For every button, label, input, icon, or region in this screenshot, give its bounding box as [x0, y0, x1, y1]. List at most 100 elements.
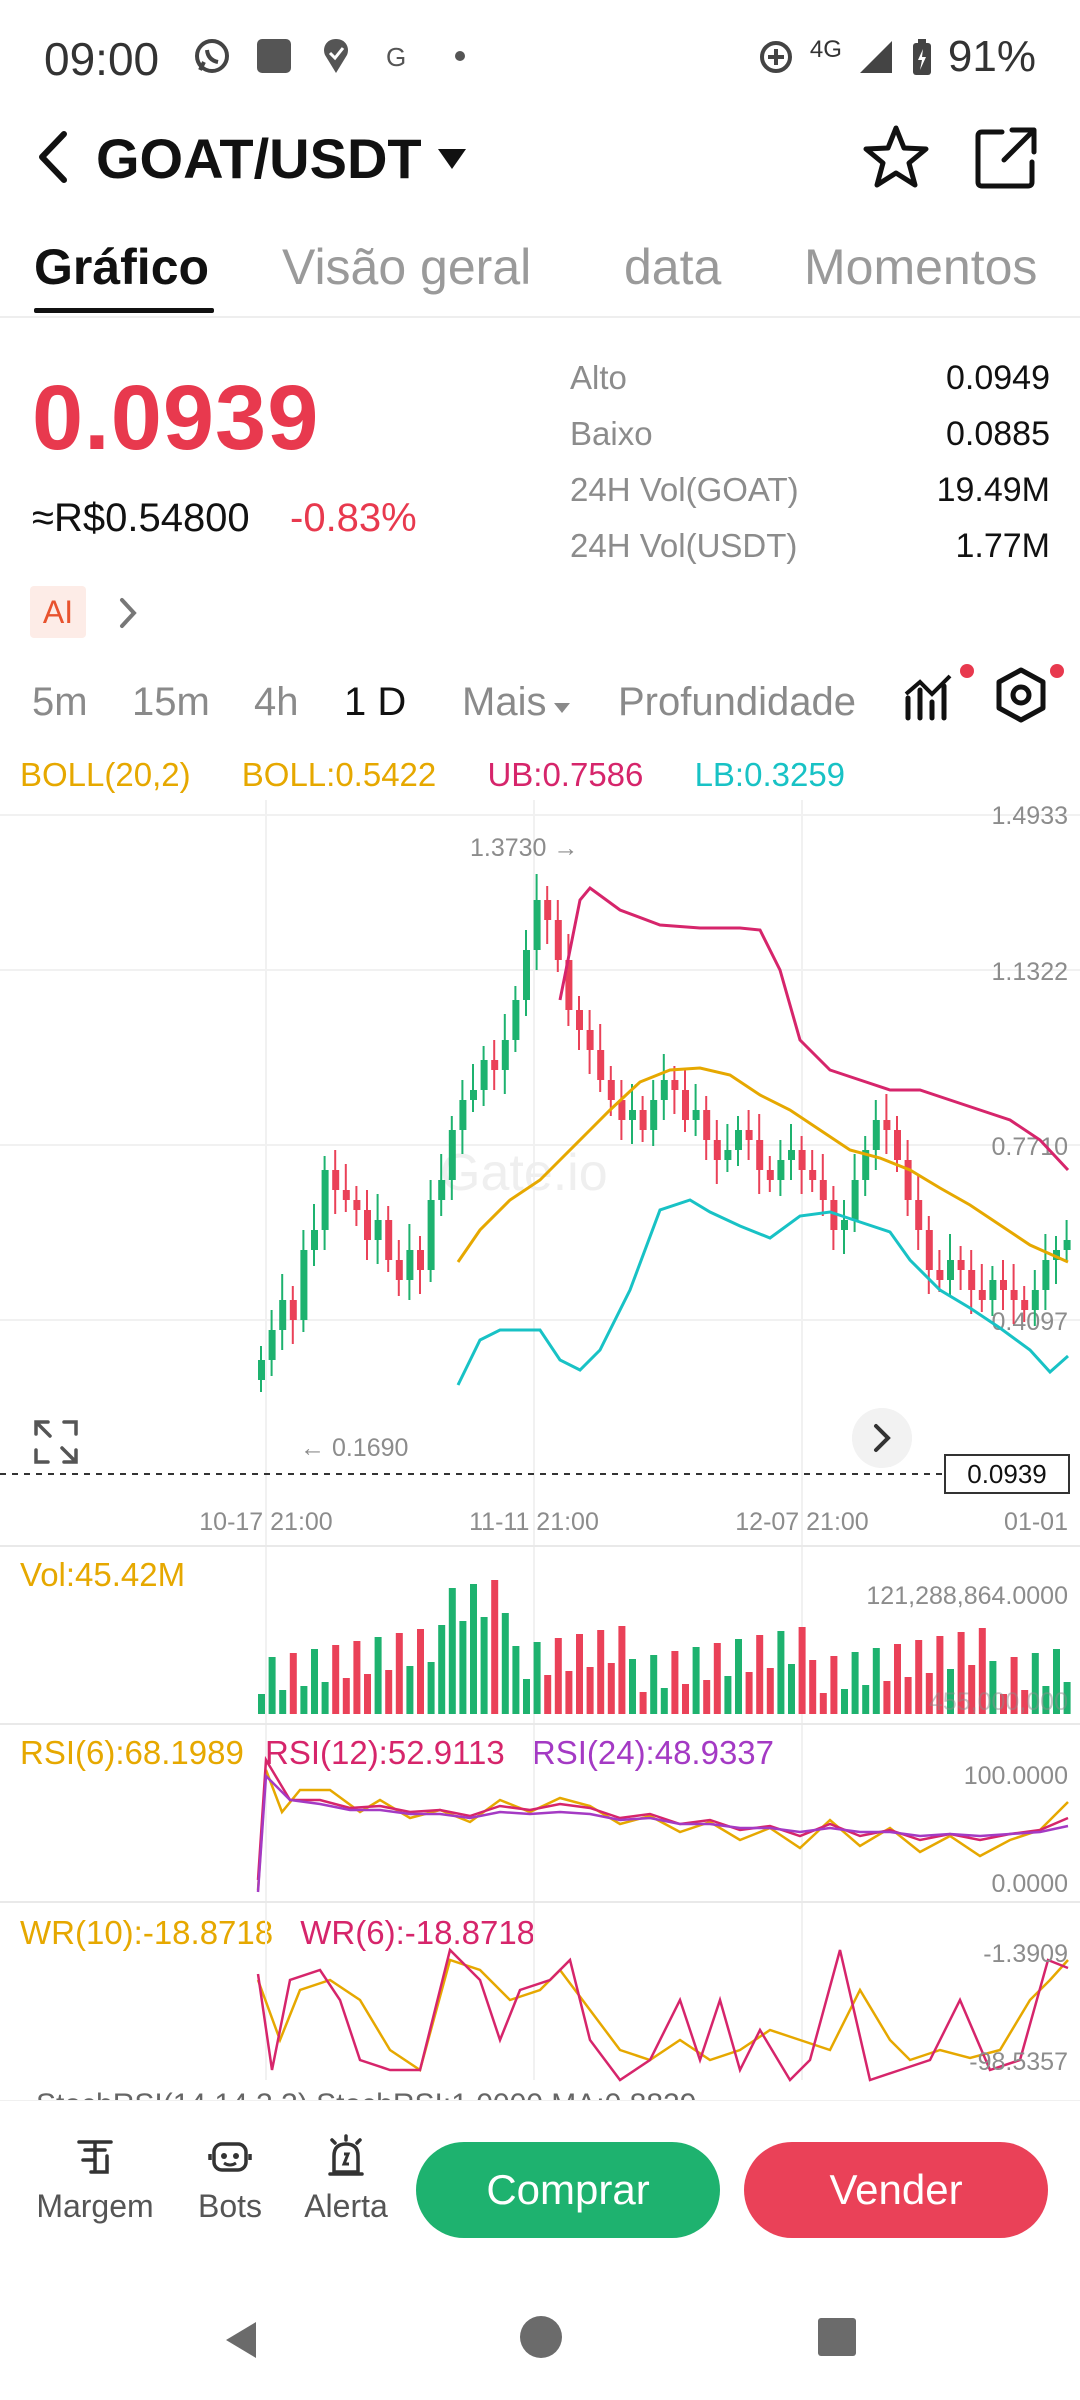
volume-bar	[798, 1627, 806, 1714]
candle-body	[777, 1160, 785, 1180]
volume-bar	[586, 1667, 594, 1714]
nav-back-icon[interactable]	[220, 2318, 264, 2362]
pair-selector[interactable]: GOAT/USDT	[96, 126, 468, 191]
candle-body	[523, 950, 530, 1000]
volume-bar	[915, 1640, 923, 1714]
candle-body	[872, 1120, 880, 1150]
candle-body	[1021, 1300, 1029, 1310]
status-time: 09:00	[44, 33, 160, 85]
date-axis-label: 01-01	[1004, 1508, 1068, 1536]
candle-body	[289, 1300, 297, 1320]
wr-axis-label: -98.5357	[969, 2048, 1068, 2076]
volume-bar	[1053, 1649, 1060, 1714]
boll-lb: LB:0.3259	[694, 756, 846, 793]
tab-grafico[interactable]: Gráfico	[34, 239, 210, 295]
interval-5m[interactable]: 5m	[32, 680, 88, 724]
candle-body	[607, 1080, 615, 1100]
ai-badge[interactable]: AI	[30, 586, 86, 638]
indicator-chart-icon[interactable]	[900, 664, 962, 726]
candle-body	[682, 1090, 689, 1120]
whatsapp-icon	[195, 39, 229, 73]
alert-label: Alerta	[304, 2188, 388, 2224]
interval-more[interactable]: Mais	[462, 680, 572, 725]
candlestick-series	[258, 874, 1071, 1392]
settings-hexagon-icon[interactable]	[990, 664, 1052, 726]
svg-text:G: G	[386, 42, 406, 72]
candle-body	[978, 1290, 986, 1300]
candle-body	[1063, 1240, 1071, 1250]
tab-momentos[interactable]: Momentos	[804, 239, 1038, 295]
active-tab-indicator	[34, 308, 214, 313]
candle-body	[268, 1330, 276, 1360]
interval-1d[interactable]: 1 D	[344, 680, 407, 724]
volume-bar	[332, 1645, 340, 1714]
nav-home-icon[interactable]	[520, 2316, 562, 2358]
candle-body	[894, 1130, 901, 1160]
nav-recents-icon[interactable]	[818, 2318, 856, 2356]
settings-notification-dot	[1050, 664, 1064, 678]
rsi24-line	[256, 1773, 1069, 1893]
favorite-star-icon[interactable]	[858, 120, 934, 196]
chart-canvas[interactable]: Gate.io 1.4933 1.1322 0.7710 0.4097 1.37…	[0, 0, 1080, 2100]
volume-bar	[321, 1682, 329, 1714]
rsi24: RSI(24):48.9337	[531, 1734, 775, 1771]
sell-button[interactable]: Vender	[744, 2142, 1048, 2238]
volume-bar	[682, 1684, 689, 1714]
candle-body	[660, 1080, 668, 1100]
candle-body	[342, 1190, 350, 1200]
stochrsi-legend-truncated: StochRSI(14,14,3,3) StochRSI:1.0000 MA:0…	[36, 2088, 696, 2102]
candle-body	[724, 1150, 732, 1160]
volume-bar	[554, 1638, 562, 1714]
rsi12-line	[256, 1755, 1069, 1881]
share-icon[interactable]	[968, 120, 1044, 196]
wr10: WR(10):-18.8718	[20, 1914, 274, 1951]
stat-value: 0.0885	[946, 414, 1050, 453]
wr6: WR(6):-18.8718	[300, 1914, 536, 1951]
volume-bar	[385, 1670, 393, 1714]
volume-bar	[427, 1662, 435, 1714]
back-arrow-icon[interactable]	[24, 122, 84, 192]
candle-body	[809, 1170, 817, 1180]
candle-body	[1031, 1290, 1039, 1310]
expand-fullscreen-icon[interactable]	[32, 1418, 80, 1466]
volume-bar	[724, 1676, 732, 1714]
margin-button[interactable]: Margem	[30, 2132, 160, 2225]
boll-lower-line	[456, 1198, 1069, 1386]
volume-bar	[342, 1678, 350, 1714]
volume-bar	[692, 1647, 700, 1714]
interval-depth[interactable]: Profundidade	[618, 680, 856, 724]
candle-body	[703, 1110, 711, 1140]
bots-button[interactable]: Bots	[188, 2132, 272, 2225]
buy-button[interactable]: Comprar	[416, 2142, 720, 2238]
dot-icon	[455, 51, 465, 61]
volume-bar	[660, 1688, 668, 1714]
volume-bar	[533, 1642, 541, 1714]
candle-body	[332, 1170, 340, 1190]
volume-bar	[978, 1628, 986, 1714]
tab-visao-geral[interactable]: Visão geral	[282, 239, 532, 295]
volume-bar	[777, 1631, 785, 1714]
interval-4h[interactable]: 4h	[254, 680, 299, 724]
candle-body	[788, 1150, 795, 1160]
volume-bar	[957, 1632, 965, 1714]
candle-body	[512, 1000, 520, 1040]
volume-bar	[862, 1685, 870, 1714]
candle-body	[915, 1200, 923, 1230]
candle-body	[427, 1200, 435, 1270]
chevron-right-icon[interactable]	[114, 596, 142, 630]
volume-bar	[809, 1660, 817, 1714]
volume-bar	[258, 1694, 265, 1714]
tab-data[interactable]: data	[624, 239, 722, 295]
volume-bar	[766, 1668, 774, 1714]
volume-bar	[851, 1652, 859, 1714]
caret-down-icon	[554, 703, 571, 713]
boll-upper-line	[558, 885, 1070, 1172]
candle-body	[406, 1250, 414, 1280]
boll-mid-line	[456, 1066, 1069, 1264]
volume-bar	[576, 1634, 583, 1714]
alert-button[interactable]: Alerta	[296, 2132, 396, 2225]
wr-axis-label: -1.3909	[983, 1940, 1068, 1968]
interval-15m[interactable]: 15m	[132, 680, 210, 724]
chevron-right-icon[interactable]	[852, 1408, 912, 1468]
candle-body	[586, 1030, 594, 1050]
